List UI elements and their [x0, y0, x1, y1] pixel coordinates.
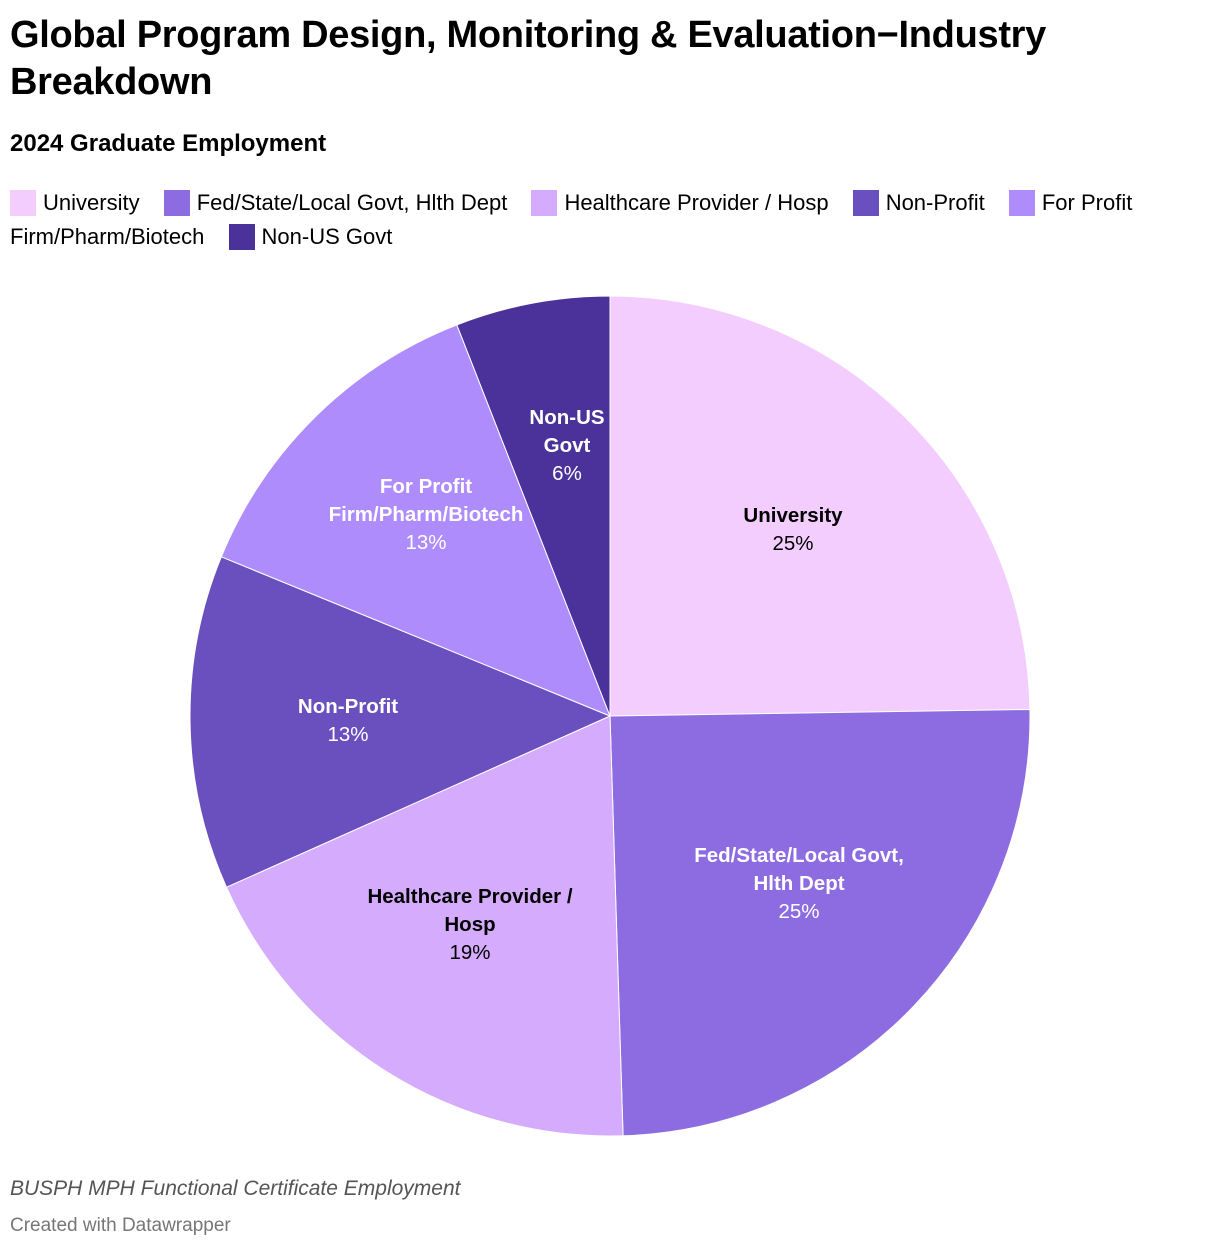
legend-item-university: University: [10, 190, 140, 216]
slice-label-text: Govt: [544, 434, 591, 457]
slice-value-label: 19%: [449, 941, 490, 964]
legend-swatch: [852, 190, 879, 216]
slice-value-label: 25%: [778, 900, 819, 923]
slice-label-4: For Profit Firm/Pharm/Biotech 13%: [329, 475, 524, 554]
legend-swatch: [163, 190, 190, 216]
chart-title: Global Program Design, Monitoring & Eval…: [10, 14, 1046, 103]
slice-value-label: 25%: [772, 532, 813, 555]
legend-label: Healthcare Provider / Hosp: [564, 190, 829, 215]
slice-label-1: Fed/State/Local Govt, Hlth Dept 25%: [694, 844, 904, 923]
slice-label-2: Healthcare Provider / Hosp 19%: [367, 885, 572, 964]
legend-item-forprofit: For Profit Firm/Pharm/Biotech: [10, 190, 1132, 249]
pie-slice-2: [225, 715, 624, 1137]
slice-label-text: Firm/Pharm/Biotech: [329, 503, 524, 526]
legend-item-govt: Fed/State/Local Govt, Hlth Dept: [163, 190, 508, 216]
credit-note: Created with Datawrapper: [10, 1215, 231, 1236]
legend-swatch: [10, 190, 36, 216]
source-note: BUSPH MPH Functional Certificate Employm…: [10, 1177, 461, 1200]
slice-label-text: Hosp: [444, 913, 495, 936]
chart-subtitle: 2024 Graduate Employment: [10, 130, 327, 157]
legend-item-healthcare: Healthcare Provider / Hosp: [531, 190, 829, 216]
legend-item-nonprofit: Non-Profit: [852, 190, 985, 216]
legend-label: For Profit Firm/Pharm/Biotech: [10, 190, 1133, 249]
slice-label-text: For Profit: [380, 475, 472, 498]
pie-slice-3: [189, 556, 612, 888]
legend-label: Non-Profit: [885, 190, 985, 215]
slice-label-text: University: [743, 504, 843, 527]
legend-label: Fed/State/Local Govt, Hlth Dept: [196, 190, 508, 215]
slice-label-text: Non-US: [529, 406, 604, 429]
slice-label-5: Non-US Govt 6%: [529, 406, 604, 485]
legend-label: Non-US Govt: [261, 224, 393, 249]
slice-label-text: Non-Profit: [298, 695, 398, 718]
legend-swatch: [228, 224, 255, 250]
pie-slice-5: [456, 295, 611, 717]
legend-swatch: [1008, 190, 1035, 216]
slice-label-text: Healthcare Provider /: [367, 885, 572, 908]
slice-label-text: Fed/State/Local Govt,: [694, 844, 904, 867]
legend-swatch: [531, 190, 558, 216]
legend: University Fed/State/Local Govt, Hlth De…: [10, 186, 1215, 254]
pie-slice-1: [609, 708, 1031, 1137]
slice-value-label: 13%: [327, 723, 368, 746]
slice-label-0: University 25%: [743, 504, 843, 555]
legend-label: University: [43, 190, 140, 215]
slice-value-label: 13%: [405, 531, 446, 554]
slice-label-text: Hlth Dept: [753, 872, 844, 895]
slice-value-label: 6%: [552, 462, 582, 485]
pie-chart: University 25% Fed/State/Local Govt, Hlth D…: [189, 295, 1031, 1137]
pie-slice-4: [220, 324, 611, 717]
slice-label-3: Non-Profit 13%: [298, 695, 398, 746]
legend-item-nonus-govt: Non-US Govt: [228, 224, 393, 250]
pie-slice-0: [609, 295, 1031, 717]
